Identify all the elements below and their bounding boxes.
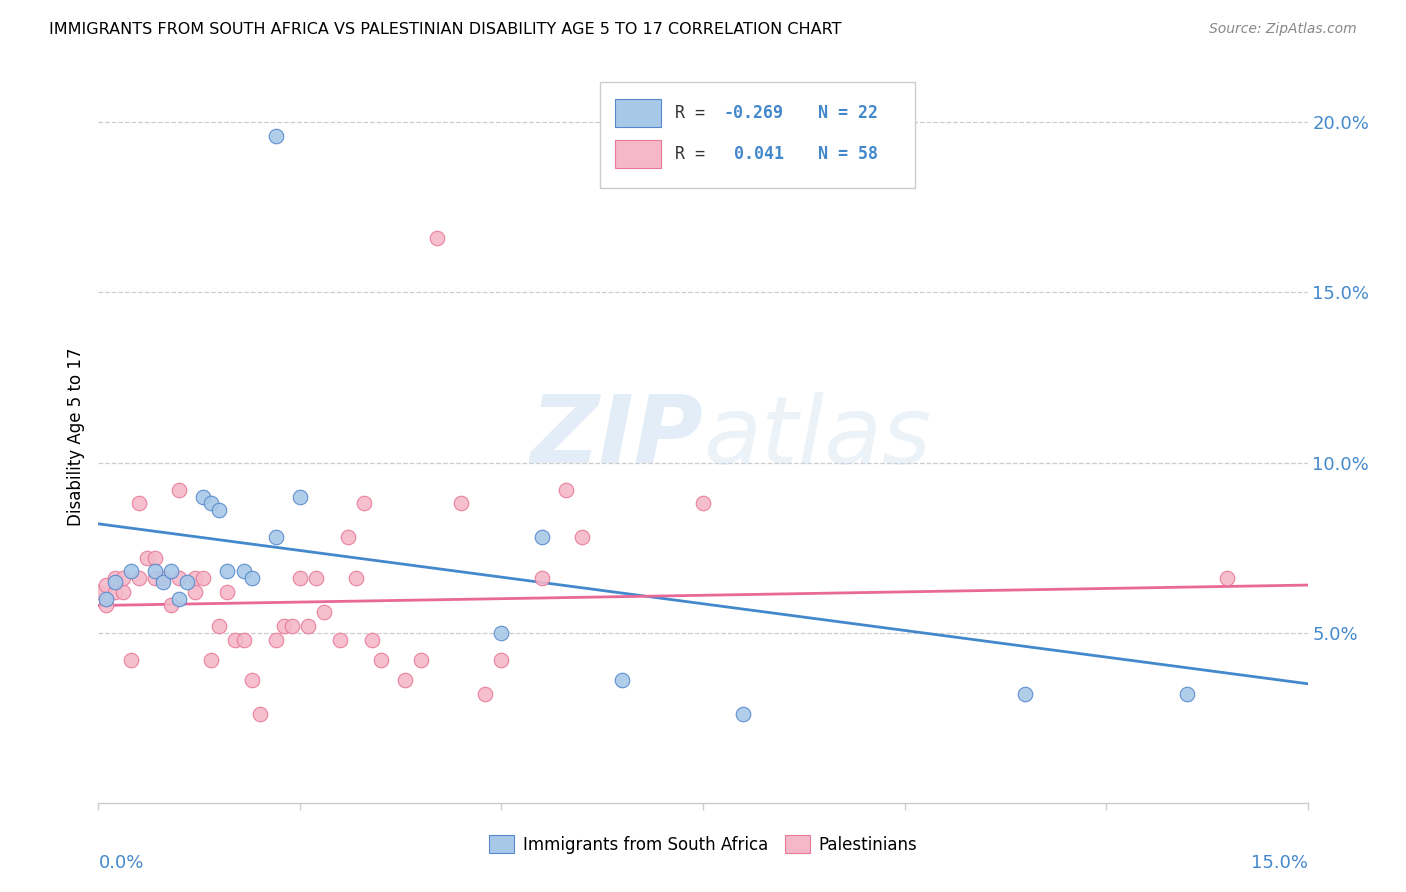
- Text: N = 58: N = 58: [818, 145, 877, 163]
- Point: [426, 231, 449, 245]
- Point: [232, 632, 254, 647]
- Point: [281, 619, 304, 633]
- Point: [264, 128, 287, 143]
- Point: [160, 565, 183, 579]
- Text: ZIP: ZIP: [530, 391, 703, 483]
- Point: [353, 496, 375, 510]
- Point: [143, 550, 166, 565]
- Point: [571, 531, 593, 545]
- Point: [491, 625, 513, 640]
- Point: [1014, 687, 1036, 701]
- Point: [305, 571, 328, 585]
- Point: [200, 653, 222, 667]
- Point: [1175, 687, 1198, 701]
- Point: [96, 578, 118, 592]
- FancyBboxPatch shape: [614, 99, 661, 127]
- Point: [152, 571, 174, 585]
- Point: [530, 531, 553, 545]
- Point: [273, 619, 295, 633]
- Point: [103, 571, 125, 585]
- Point: [103, 585, 125, 599]
- Point: [160, 599, 183, 613]
- Point: [193, 571, 215, 585]
- Point: [167, 591, 190, 606]
- Point: [200, 496, 222, 510]
- Y-axis label: Disability Age 5 to 17: Disability Age 5 to 17: [66, 348, 84, 526]
- Text: Source: ZipAtlas.com: Source: ZipAtlas.com: [1209, 22, 1357, 37]
- Point: [249, 707, 271, 722]
- Point: [240, 571, 263, 585]
- Point: [450, 496, 472, 510]
- Point: [193, 490, 215, 504]
- Point: [329, 632, 352, 647]
- Point: [240, 673, 263, 688]
- Point: [143, 571, 166, 585]
- Point: [208, 503, 231, 517]
- Point: [337, 531, 360, 545]
- Point: [96, 591, 118, 606]
- Point: [733, 707, 755, 722]
- Point: [555, 483, 578, 497]
- Point: [184, 571, 207, 585]
- Point: [217, 585, 239, 599]
- Point: [167, 571, 190, 585]
- Point: [208, 619, 231, 633]
- Point: [1216, 571, 1239, 585]
- Point: [288, 571, 311, 585]
- Point: [103, 574, 125, 589]
- Point: [264, 632, 287, 647]
- Point: [314, 605, 336, 619]
- Text: IMMIGRANTS FROM SOUTH AFRICA VS PALESTINIAN DISABILITY AGE 5 TO 17 CORRELATION C: IMMIGRANTS FROM SOUTH AFRICA VS PALESTIN…: [49, 22, 842, 37]
- Point: [491, 653, 513, 667]
- Text: R =: R =: [675, 145, 716, 163]
- Point: [474, 687, 496, 701]
- Point: [128, 496, 150, 510]
- Text: 15.0%: 15.0%: [1250, 854, 1308, 872]
- Point: [409, 653, 432, 667]
- Point: [297, 619, 319, 633]
- Point: [128, 571, 150, 585]
- Text: R =: R =: [675, 104, 716, 122]
- Point: [167, 483, 190, 497]
- Point: [264, 531, 287, 545]
- Text: 0.041: 0.041: [724, 145, 783, 163]
- Point: [692, 496, 714, 510]
- Point: [344, 571, 367, 585]
- Point: [96, 599, 118, 613]
- Point: [217, 565, 239, 579]
- Point: [288, 490, 311, 504]
- Point: [152, 574, 174, 589]
- Point: [394, 673, 416, 688]
- Point: [143, 565, 166, 579]
- Point: [361, 632, 384, 647]
- Point: [87, 585, 110, 599]
- Text: -0.269: -0.269: [724, 104, 783, 122]
- Text: N = 22: N = 22: [818, 104, 877, 122]
- Point: [612, 673, 634, 688]
- Text: 0.0%: 0.0%: [98, 854, 143, 872]
- Point: [120, 653, 142, 667]
- Point: [176, 574, 198, 589]
- Point: [232, 565, 254, 579]
- Point: [224, 632, 246, 647]
- Point: [120, 565, 142, 579]
- Legend: Immigrants from South Africa, Palestinians: Immigrants from South Africa, Palestinia…: [482, 829, 924, 860]
- FancyBboxPatch shape: [600, 82, 915, 188]
- Point: [111, 571, 134, 585]
- FancyBboxPatch shape: [614, 140, 661, 168]
- Point: [135, 550, 157, 565]
- Text: atlas: atlas: [703, 392, 931, 483]
- Point: [370, 653, 392, 667]
- Point: [184, 585, 207, 599]
- Point: [530, 571, 553, 585]
- Point: [111, 585, 134, 599]
